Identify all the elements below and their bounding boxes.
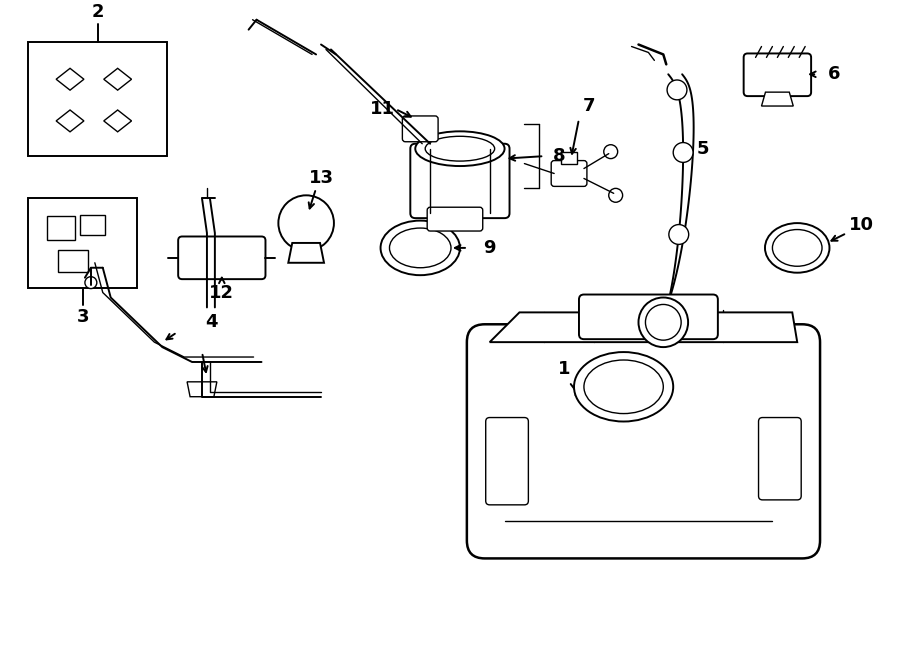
Bar (47, 216, 75, 240)
Polygon shape (104, 110, 131, 132)
Text: 10: 10 (850, 216, 874, 234)
Circle shape (278, 195, 334, 251)
Text: 5: 5 (697, 139, 709, 158)
Text: 8: 8 (553, 147, 565, 165)
FancyBboxPatch shape (486, 418, 528, 505)
FancyBboxPatch shape (743, 54, 811, 96)
Bar (561, 151, 577, 163)
Circle shape (667, 80, 687, 100)
Polygon shape (104, 68, 131, 90)
Text: 12: 12 (210, 284, 234, 301)
FancyBboxPatch shape (428, 207, 482, 231)
Ellipse shape (584, 360, 663, 414)
Circle shape (608, 188, 623, 202)
Text: 3: 3 (76, 308, 89, 327)
Bar (58, 250, 88, 272)
FancyBboxPatch shape (410, 143, 509, 218)
Bar (29, 42, 167, 156)
Circle shape (645, 305, 681, 340)
FancyBboxPatch shape (178, 237, 266, 279)
Ellipse shape (574, 352, 673, 422)
Polygon shape (288, 243, 324, 263)
Text: 4: 4 (205, 313, 218, 331)
Polygon shape (761, 92, 793, 106)
FancyBboxPatch shape (467, 325, 820, 559)
Text: 7: 7 (582, 97, 595, 115)
Circle shape (669, 225, 689, 245)
Ellipse shape (381, 221, 460, 275)
Bar (29, 198, 138, 288)
Polygon shape (56, 68, 84, 90)
FancyBboxPatch shape (759, 418, 801, 500)
Text: 1: 1 (558, 360, 571, 378)
Circle shape (638, 297, 689, 347)
Circle shape (85, 277, 97, 289)
Bar (80, 215, 105, 235)
Ellipse shape (415, 132, 505, 166)
FancyBboxPatch shape (402, 116, 438, 141)
Text: 2: 2 (92, 3, 104, 21)
FancyBboxPatch shape (579, 295, 718, 339)
Text: 11: 11 (370, 100, 395, 118)
Ellipse shape (772, 229, 822, 266)
Polygon shape (187, 382, 217, 397)
Text: 9: 9 (483, 239, 496, 257)
Circle shape (673, 143, 693, 163)
Text: 6: 6 (828, 65, 841, 83)
Ellipse shape (425, 136, 495, 161)
Circle shape (604, 145, 617, 159)
Ellipse shape (390, 228, 451, 268)
FancyBboxPatch shape (551, 161, 587, 186)
Ellipse shape (765, 223, 830, 273)
Polygon shape (490, 313, 797, 342)
Text: 13: 13 (309, 169, 334, 188)
Polygon shape (56, 110, 84, 132)
